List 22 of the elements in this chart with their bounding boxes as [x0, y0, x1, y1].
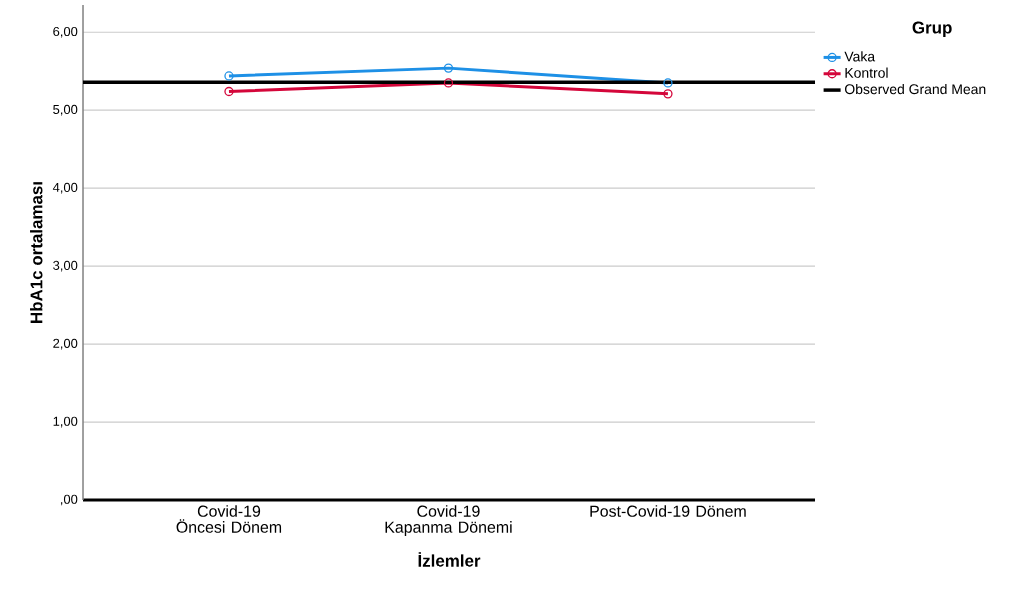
- point: [224, 71, 234, 81]
- y-tick-label: 2,00: [53, 338, 78, 350]
- legend-label: Kontrol: [845, 67, 888, 78]
- legend-label: Vaka: [844, 51, 876, 62]
- y-tick-label: 5,00: [53, 104, 78, 116]
- point: [663, 89, 673, 99]
- point: [663, 78, 673, 88]
- point: [224, 86, 234, 97]
- y-tick-label: 6,00: [53, 26, 78, 38]
- ref-line-label: Observed Grand Mean: [845, 83, 986, 95]
- x-tick-label: Covid-19 Öncesi Dönem: [176, 505, 282, 533]
- y-tick-label: 3,00: [53, 260, 78, 272]
- x-tick-label: Post-Covid-19 Dönem: [590, 505, 746, 517]
- x-tick-label: Covid-19 Kapanma Dönemi: [385, 505, 512, 536]
- y-tick-label: 4,00: [52, 182, 78, 194]
- point: [443, 78, 454, 88]
- point: [443, 63, 454, 73]
- y-tick-label: 1,00: [53, 416, 78, 428]
- y-tick-label: ,00: [60, 494, 78, 506]
- y-axis-title: HbA1c ortalaması: [30, 182, 43, 323]
- legend-title: Grup: [912, 21, 952, 37]
- x-axis-title: İzlemler: [418, 552, 481, 567]
